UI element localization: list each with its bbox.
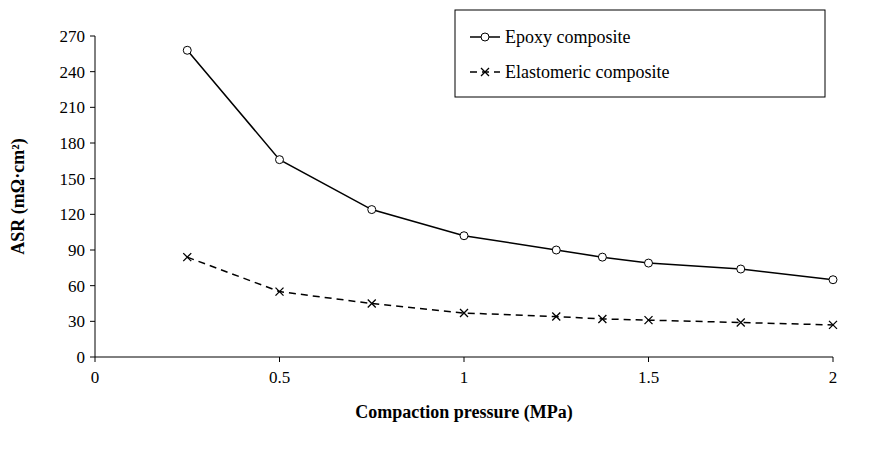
series-line [187, 257, 833, 325]
y-tick [90, 178, 95, 179]
y-tick-label: 270 [60, 27, 86, 46]
y-axis [95, 36, 96, 357]
point [552, 313, 560, 321]
x-tick-label: 0.5 [269, 368, 290, 387]
point [183, 46, 191, 54]
point [645, 316, 653, 324]
y-tick [90, 71, 95, 72]
y-tick [90, 285, 95, 286]
x-tick [833, 357, 834, 362]
y-tick [90, 143, 95, 144]
point [460, 232, 468, 240]
y-tick [90, 250, 95, 251]
point [183, 253, 191, 261]
legend-label: Epoxy composite [505, 27, 630, 47]
x-tick-label: 2 [829, 368, 838, 387]
point [737, 265, 745, 273]
y-tick [90, 36, 95, 37]
point [368, 300, 376, 308]
y-tick-label: 120 [60, 205, 86, 224]
y-tick [90, 357, 95, 358]
y-tick-label: 150 [60, 170, 86, 189]
x-axis-title: Compaction pressure (MPa) [355, 402, 572, 423]
point [276, 288, 284, 296]
legend-marker [481, 33, 489, 41]
legend: Epoxy composite Elastomeric composite [455, 10, 825, 97]
y-tick [90, 321, 95, 322]
legend-marker [481, 68, 489, 76]
x-tick [464, 357, 465, 362]
point [552, 246, 560, 254]
y-tick [90, 107, 95, 108]
y-tick-label: 240 [60, 63, 86, 82]
point [368, 206, 376, 214]
legend-label: Elastomeric composite [505, 62, 669, 82]
y-tick-label: 180 [60, 134, 86, 153]
point [645, 259, 653, 267]
point [276, 156, 284, 164]
background [0, 0, 870, 459]
y-tick [90, 214, 95, 215]
point [598, 253, 606, 261]
point [598, 315, 606, 323]
chart: 0 30 60 90 120 150 180 210 240 270 0 0.5 1 1.5 2 Compac… [0, 0, 870, 459]
point [829, 321, 837, 329]
point [460, 309, 468, 317]
y-tick-label: 90 [68, 241, 85, 260]
x-tick-label: 0 [91, 368, 100, 387]
x-tick [648, 357, 649, 362]
y-tick-label: 0 [77, 348, 86, 367]
legend-box [455, 10, 825, 97]
y-tick-label: 60 [68, 277, 85, 296]
x-tick [95, 357, 96, 362]
x-tick-label: 1.5 [638, 368, 659, 387]
y-axis-title: ASR (mΩ·cm²) [8, 138, 29, 254]
x-tick [279, 357, 280, 362]
y-tick-label: 210 [60, 98, 86, 117]
x-tick-label: 1 [460, 368, 469, 387]
point [737, 319, 745, 327]
point [829, 276, 837, 284]
y-tick-label: 30 [68, 312, 85, 331]
